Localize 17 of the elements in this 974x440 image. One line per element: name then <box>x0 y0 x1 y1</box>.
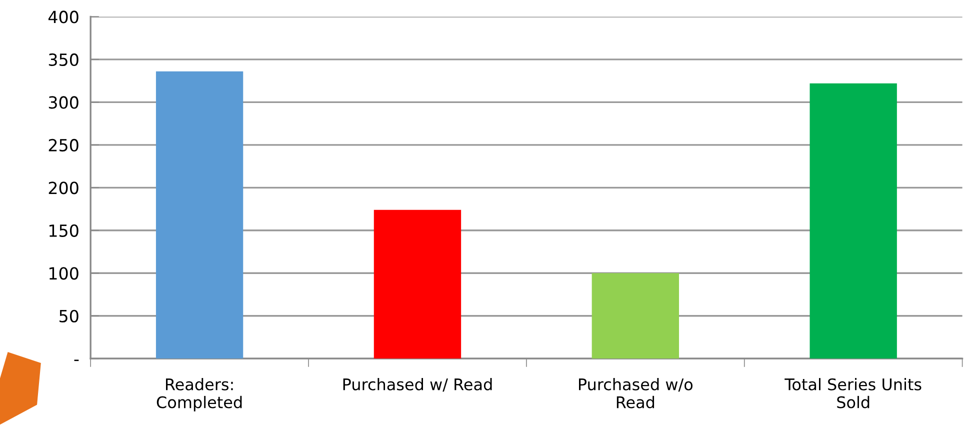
y-tick-label: 400 <box>48 10 78 24</box>
y-tick-label: 200 <box>48 182 78 194</box>
x-tick-label: Total Series Units Sold <box>784 378 922 408</box>
bar <box>374 210 462 359</box>
y-tick-label: 50 <box>60 310 78 322</box>
y-tick-label: 250 <box>48 138 78 152</box>
x-tick-label: Purchased w/o Read <box>579 378 693 408</box>
x-tick-label: Readers: Completed <box>156 378 242 412</box>
y-tick-label: 300 <box>48 96 78 109</box>
bar <box>810 83 897 359</box>
bar <box>156 71 244 359</box>
y-tick-label: 350 <box>48 53 78 66</box>
y-tick-label: 100 <box>49 267 78 280</box>
x-tick-label: Purchased w/ Read <box>343 378 492 392</box>
bar <box>592 273 679 359</box>
y-tick-label: 150 <box>49 224 78 237</box>
y-tick-label: - <box>74 360 79 362</box>
